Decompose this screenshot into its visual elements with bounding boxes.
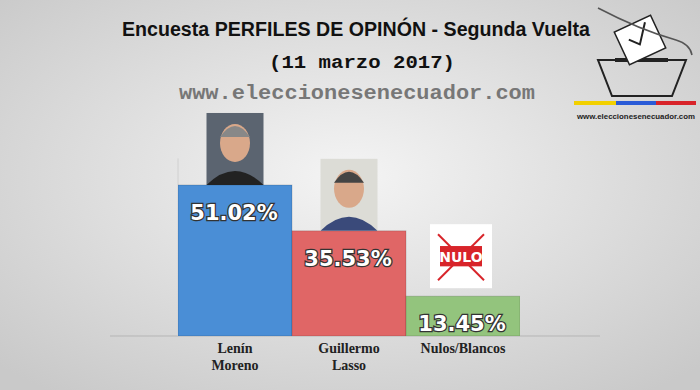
ballot xyxy=(614,15,665,65)
chart: Encuesta PERFILES DE OPINÓN - Segunda Vu… xyxy=(0,0,700,390)
data-label: 35.53% xyxy=(304,247,391,271)
website: www.eleccionesenecuador.com xyxy=(179,82,535,105)
shoulders xyxy=(321,217,378,231)
bar xyxy=(406,296,520,336)
photo xyxy=(207,113,264,185)
subtitle: (11 marzo 2017) xyxy=(269,52,455,74)
data-label: 13.45% xyxy=(418,312,505,336)
check xyxy=(625,22,653,48)
data-label: 51.02% xyxy=(190,201,277,225)
shoulders xyxy=(207,171,264,185)
nulo-cross xyxy=(438,234,484,280)
logo-url: www.eleccionesenecuador.com xyxy=(576,112,695,121)
category-label: Nulos/Blancos xyxy=(421,341,506,356)
nulo-stamp xyxy=(440,246,482,266)
nulo-text: NULO xyxy=(439,249,483,265)
category-line: Nulos/Blancos xyxy=(421,341,506,356)
bar xyxy=(292,231,406,336)
category-label: Lenín Moreno xyxy=(211,341,258,373)
category-line: Guillermo xyxy=(318,341,379,356)
nulo-bg xyxy=(430,224,492,288)
face xyxy=(220,124,250,162)
category-line: Lasso xyxy=(332,358,366,373)
face xyxy=(334,170,364,208)
background xyxy=(0,0,700,390)
nulo-icon: NULO xyxy=(430,224,492,288)
category-line: Lenín xyxy=(217,341,252,356)
ballot-box xyxy=(598,60,686,96)
hair xyxy=(220,126,250,137)
title: Encuesta PERFILES DE OPINÓN - Segunda Vu… xyxy=(122,17,591,40)
nulo-cross xyxy=(438,234,484,280)
nulo-stamp-top xyxy=(440,246,482,266)
flag-blue xyxy=(616,101,656,105)
flag-red xyxy=(656,101,696,105)
logo: www.eleccionesenecuador.com xyxy=(574,8,696,121)
photo-bg xyxy=(321,159,378,231)
pictures: NULO xyxy=(207,113,493,288)
photo xyxy=(321,159,378,231)
labels: 51.02% Lenín Moreno 35.53% Guillermo Lasso 13.… xyxy=(190,201,506,373)
photo-bg xyxy=(207,113,264,185)
category-label: Guillermo Lasso xyxy=(318,341,379,373)
category-line: Moreno xyxy=(211,358,258,373)
hand xyxy=(598,8,692,55)
bar xyxy=(178,185,292,336)
hair xyxy=(334,172,364,183)
flag-yellow xyxy=(574,101,616,105)
